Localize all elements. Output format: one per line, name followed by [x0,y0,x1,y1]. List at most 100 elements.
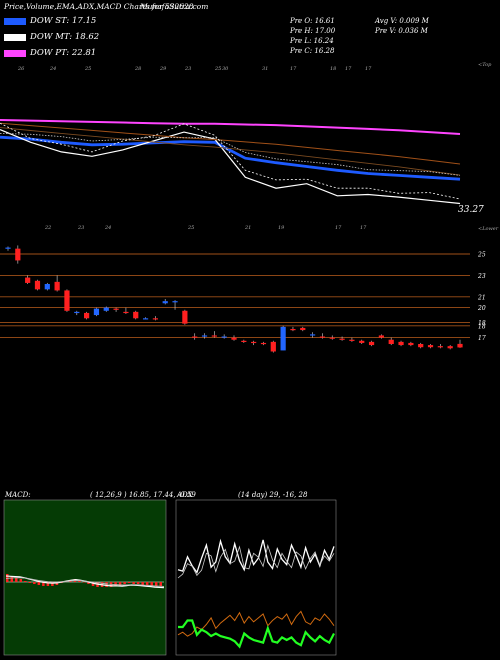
macd-histogram-bar [46,582,50,586]
candle-body [310,334,316,336]
macd-histogram-bar [78,581,81,582]
macd-histogram-bar [105,582,108,587]
date-tick-label: 25 [214,66,221,72]
candle-body [192,336,198,338]
macd-signal-line [5,577,165,587]
candle-body [408,342,414,346]
date-tick-label: 21 [244,225,251,231]
candle-body [113,308,119,310]
date-tick-label: 28 [134,66,141,72]
date-tick-label: 17 [290,66,297,72]
candle-body [447,346,453,349]
ema-line [0,122,461,200]
candle-body [388,339,394,344]
candle-body [182,310,188,324]
adx-di-plus-line [177,610,335,637]
candle-body [280,326,286,351]
date-tick-label: 23 [77,225,84,231]
candle-body [241,340,247,342]
adx-di-minus-line [177,538,335,574]
site-name: MunafaSutra.com [140,2,209,11]
candle-body [339,338,345,340]
date-tick-label: 30 [222,66,229,72]
lower-label: <Lower [478,226,499,232]
date-tick-label: 22 [44,225,51,231]
date-tick-label: 17 [365,66,372,72]
ema-line [0,135,461,181]
candle-body [93,308,100,316]
support-level-label: 17 [478,335,486,342]
date-tick-label: 31 [262,66,268,72]
candle-body [437,346,443,348]
ema-line [0,119,461,135]
candle-body [44,284,50,290]
date-tick-label: 19 [278,225,285,231]
adx-green-line [178,619,335,649]
candle-body [25,277,31,283]
macd-histogram-bar [87,582,90,584]
support-level-label: 18 [478,320,486,327]
macd-panel [3,499,167,656]
candle-body [427,345,434,348]
date-tick-label: 23 [184,66,191,72]
candle-body [368,341,375,346]
macd-histogram-bar [51,582,54,586]
candle-body [142,318,149,320]
macd-histogram-bar [159,582,162,586]
macd-histogram-bar [42,582,45,586]
candle-body [172,301,178,303]
ema-line [0,133,461,176]
candle-body [162,301,168,304]
date-tick-label: 17 [345,66,352,72]
candle-body [359,340,365,343]
macd-values: ( 12,26,9 ) 16.85, 17.44, -0.59 [90,491,196,499]
legend-dow-pt: DOW PT: 22.81 [4,48,96,58]
legend-dow-st: DOW ST: 17.15 [4,16,96,26]
candle-body [133,311,139,319]
avg-volume: Avg V: 0.009 M [375,17,429,25]
date-tick-label: 25 [187,225,194,231]
candle-body [152,318,158,320]
macd-histogram-bar [10,576,14,582]
macd-histogram-bar [91,582,95,586]
adx-main-line [177,544,335,579]
candle-body [349,339,355,341]
macd-histogram-bar [145,582,149,585]
macd-histogram-bar [15,578,18,582]
candle-body [74,311,80,314]
macd-histogram-bar [118,582,122,586]
macd-histogram-bar [141,582,144,585]
candle-body [418,344,424,348]
ema-line [0,127,461,176]
ema-last-value: 33.27 [458,205,484,215]
ema-line [0,129,461,205]
legend-dow-mt: DOW MT: 18.62 [4,32,99,42]
date-tick-label: 24 [104,225,111,231]
top-label: <Top [478,62,492,68]
pre-open: Pre O: 16.61 [290,17,335,25]
date-tick-label: 26 [17,66,25,72]
candle-body [5,247,11,249]
support-level-label: 21 [477,294,486,301]
ema-line [0,122,461,165]
macd-histogram-bar [19,579,23,582]
chart-title: Price,Volume,EMA,ADX,MACD Charts for 532… [4,2,194,11]
support-level-label: 18 [478,323,486,330]
macd-histogram-bar [127,582,131,583]
candle-body [329,337,335,339]
macd-histogram-bar [136,582,140,584]
candle-body [123,311,129,314]
candle-body [260,342,267,345]
macd-histogram-bar [154,582,158,586]
candle-body [398,341,404,346]
macd-histogram-bar [150,582,153,586]
support-level-label: 23 [477,273,486,280]
macd-histogram-bar [28,582,32,583]
candle-body [64,290,70,311]
candle-body [54,281,60,291]
macd-histogram-bar [132,582,135,584]
macd-histogram-bar [37,582,41,585]
candle-body [211,335,217,337]
macd-histogram-bar [24,581,27,582]
date-tick-label: 17 [360,225,367,231]
